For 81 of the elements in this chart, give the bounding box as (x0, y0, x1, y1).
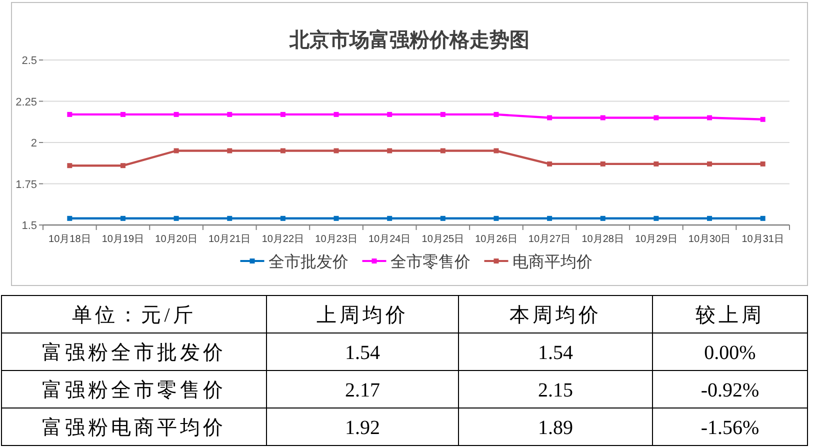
point (280, 112, 286, 117)
y-tick-label: 1.75 (16, 178, 37, 191)
category-label: 较上周 (696, 304, 764, 326)
point (760, 216, 766, 221)
point (494, 148, 499, 154)
point (654, 115, 659, 120)
chart-title: 北京市场富强粉价格走势图 (288, 28, 530, 52)
category-label: 本周均价 (510, 304, 602, 326)
point (120, 216, 126, 221)
point (227, 216, 232, 221)
y-tick-label: 2.25 (16, 96, 37, 108)
point (760, 116, 766, 122)
point (600, 216, 606, 221)
x-tick-label: 10月23日 (315, 234, 358, 245)
x-tick-label: 10月24日 (368, 234, 411, 245)
point (387, 148, 392, 154)
text: 单位：元/斤 (72, 304, 196, 326)
x-tick-label: 10月30日 (688, 234, 731, 245)
point (547, 216, 552, 221)
x-tick-label: 10月27日 (528, 234, 571, 245)
point (547, 115, 552, 120)
text: 0.00% (704, 342, 756, 364)
text: 1.54 (538, 342, 573, 364)
text: -0.92% (700, 379, 760, 402)
point (174, 112, 179, 117)
text: 1.89 (538, 416, 573, 439)
point (227, 112, 232, 117)
x-tick-label: 10月20日 (155, 234, 198, 245)
point (494, 216, 499, 221)
point (387, 216, 392, 221)
point (707, 161, 712, 166)
text: 1.92 (345, 416, 380, 439)
point (67, 163, 72, 168)
x-tick-label: 10月28日 (582, 234, 624, 245)
point (707, 216, 712, 221)
point (707, 115, 712, 120)
x-tick-label: 10月25日 (422, 234, 464, 245)
point (440, 148, 446, 154)
legend-label: 全市批发价 (268, 253, 348, 271)
point (120, 163, 126, 168)
x-tick-label: 10月22日 (262, 234, 304, 245)
point (760, 161, 766, 166)
y-tick-label: 2.5 (22, 55, 37, 67)
point (174, 216, 179, 221)
text: 2.15 (538, 379, 573, 402)
point (440, 216, 446, 221)
point (67, 112, 72, 117)
point (654, 161, 659, 166)
point (67, 216, 72, 221)
text: 2.17 (345, 379, 380, 402)
point (280, 216, 286, 221)
category-label: 富强粉全市批发价 (42, 342, 226, 364)
text: 1.54 (345, 342, 380, 364)
category-label: 上周均价 (316, 304, 408, 326)
x-tick-label: 10月19日 (102, 234, 144, 245)
legend-label: 电商平均价 (512, 253, 592, 271)
text: -1.56% (700, 416, 760, 439)
x-tick-label: 10月26日 (475, 234, 518, 245)
y-tick-label: 1.5 (22, 220, 37, 232)
legend-label: 全市零售价 (390, 253, 470, 271)
point (280, 148, 286, 154)
point (440, 112, 446, 117)
point (334, 216, 339, 221)
y-tick-label: 2 (30, 138, 37, 150)
category-label: 富强粉电商平均价 (42, 416, 226, 439)
point (227, 148, 232, 154)
x-tick-label: 10月21日 (208, 234, 251, 245)
category-label: 富强粉全市零售价 (42, 379, 226, 402)
point (600, 115, 606, 120)
point (334, 148, 339, 154)
point (387, 112, 392, 117)
point (654, 216, 659, 221)
point (494, 112, 499, 117)
point (174, 148, 179, 154)
point (600, 161, 606, 166)
point (120, 112, 126, 117)
point (334, 112, 339, 117)
x-tick-label: 10月29日 (635, 234, 678, 245)
point (547, 161, 552, 166)
x-tick-label: 10月31日 (742, 234, 784, 245)
x-tick-label: 10月18日 (48, 234, 91, 245)
